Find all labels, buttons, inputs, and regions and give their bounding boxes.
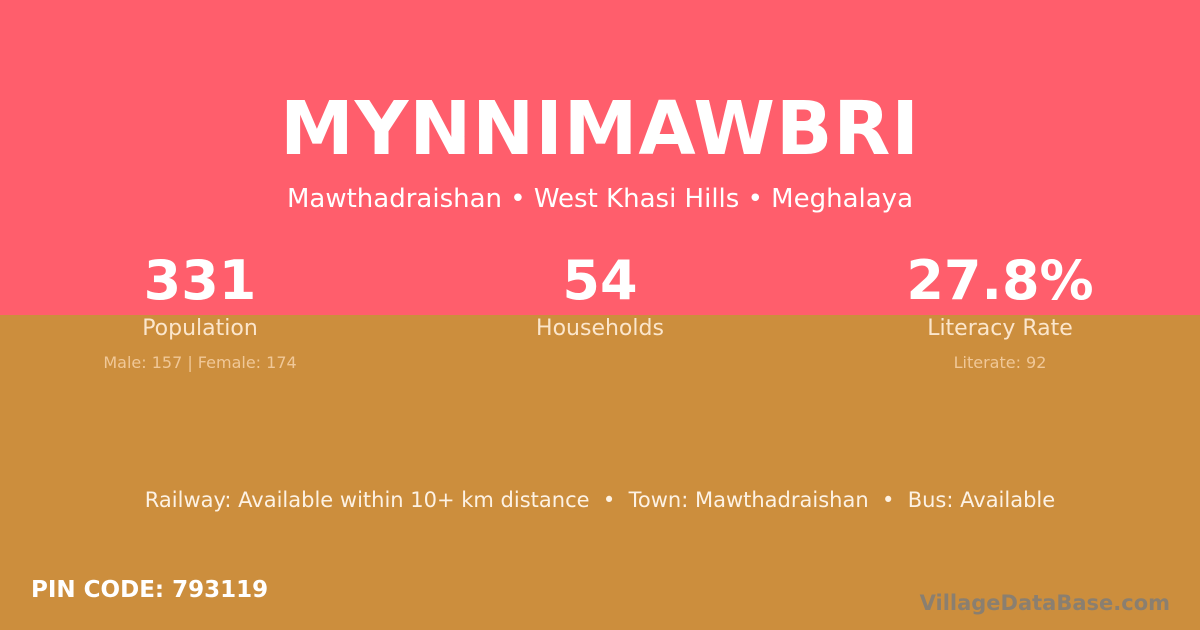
pin-code: PIN CODE: 793119 [31, 577, 269, 603]
stat-detail: Male: 157 | Female: 174 [103, 353, 297, 372]
village-location: Mawthadraishan • West Khasi Hills • Megh… [286, 184, 914, 214]
stat-households: 54 Households [400, 248, 800, 344]
brand-logo: VillageDataBase.com [919, 591, 1170, 615]
amenities-info: Railway: Available within 10+ km distanc… [144, 488, 1056, 512]
stat-label: Literacy Rate [927, 316, 1073, 341]
stat-label: Households [536, 316, 664, 341]
stat-detail: Literate: 92 [953, 353, 1047, 372]
header-band [0, 0, 1200, 315]
stat-value: 27.8% [906, 249, 1094, 312]
footer-band [0, 315, 1200, 630]
stat-value: 331 [143, 249, 257, 312]
stat-value: 54 [562, 249, 638, 312]
stat-population: 331 Population Male: 157 | Female: 174 [0, 248, 400, 374]
stat-label: Population [142, 316, 258, 341]
stat-literacy: 27.8% Literacy Rate Literate: 92 [800, 248, 1200, 374]
village-name: MYNNIMAWBRI [280, 86, 920, 172]
